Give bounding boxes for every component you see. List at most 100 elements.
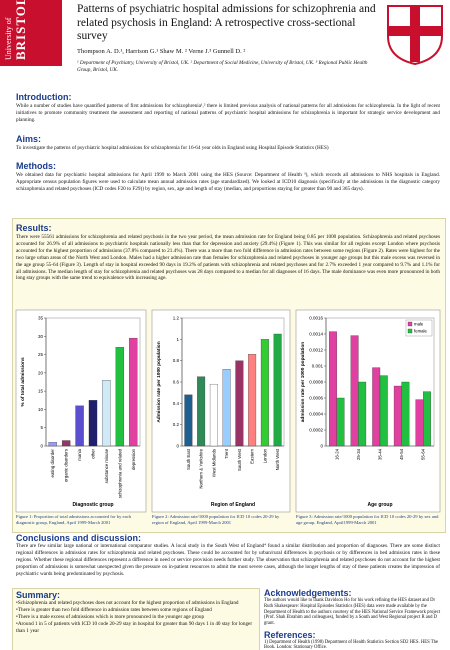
x-tick-label: South West xyxy=(237,448,242,471)
x-tick-label: 45-54 xyxy=(399,448,404,460)
bar xyxy=(222,369,231,447)
chart-panel xyxy=(151,309,291,513)
summary-bullet: •There is a male excess of admissions wh… xyxy=(16,613,205,620)
y-tick-label: 0.0008 xyxy=(309,380,323,385)
section-heading: Acknowledgements: xyxy=(264,588,352,598)
bar xyxy=(88,400,98,447)
logo-line: University of xyxy=(4,17,13,60)
logo-line: BRISTOL xyxy=(13,0,28,60)
x-tick-label: North West xyxy=(275,448,280,470)
reference-list: 1) Department of Health (1998) Departmen… xyxy=(264,640,442,650)
crest-cross xyxy=(388,26,442,36)
bar xyxy=(358,381,367,447)
bar xyxy=(273,333,282,447)
y-tick-label: 0.0002 xyxy=(309,428,323,433)
x-tick-label: organic disorders xyxy=(64,449,69,482)
section-text: While a number of studies have quantifie… xyxy=(16,103,440,123)
y-tick-label: 0.4 xyxy=(173,401,180,406)
summary-bullet: •There is greater than two fold differen… xyxy=(16,606,212,613)
y-tick-label: 0.2 xyxy=(173,422,180,427)
bar xyxy=(235,360,244,447)
summary-bullet: •Around 1 in 5 of patients with ICD 10 c… xyxy=(16,620,253,634)
summary-box xyxy=(12,588,260,650)
y-tick-label: 15 xyxy=(38,389,44,394)
bar xyxy=(415,399,424,447)
crest xyxy=(387,5,443,66)
caption: Figure 2: Admission rate/1000 population… xyxy=(152,514,280,525)
affiliations: ¹ Department of Psychiatry, University o… xyxy=(77,60,368,73)
legend-swatch xyxy=(407,328,413,334)
x-tick-label: depression xyxy=(131,448,136,470)
x-tick-label: eating disorder xyxy=(50,448,55,477)
section-text: There are few similar large national or … xyxy=(16,543,440,577)
section-text: To investigate the patterns of psychiatr… xyxy=(16,145,329,151)
title: Patterns of psychiatric hospital admissi… xyxy=(77,3,376,42)
logo: University of BRISTOL xyxy=(0,0,62,66)
y-tick-label: 0.0012 xyxy=(309,348,323,353)
x-tick-label: South East xyxy=(186,448,191,470)
y-tick-label: 0.0016 xyxy=(309,316,323,321)
bar xyxy=(423,391,431,447)
bar xyxy=(379,375,388,447)
section-heading: Results: xyxy=(16,223,52,233)
x-tick-label: 55-64 xyxy=(421,448,426,460)
caption: Figure 3: Admission rate/1000 population… xyxy=(296,514,439,525)
bar xyxy=(75,405,84,447)
legend-swatch xyxy=(407,321,413,327)
y-tick-label: 0 xyxy=(176,444,179,449)
y-tick-label: 0 xyxy=(40,444,43,449)
bar xyxy=(129,337,138,447)
summary-list: •Schizophrenia and related psychoses doe… xyxy=(16,600,254,635)
y-axis-label: % of total admissions xyxy=(20,357,26,407)
bar xyxy=(197,376,206,447)
y-tick-label: 0.001 xyxy=(312,364,324,369)
x-tick-label: London xyxy=(262,448,267,463)
x-tick-label: schizophrenia and related xyxy=(117,448,122,498)
y-axis-label: admission rate per 1000 population xyxy=(300,342,306,423)
bar xyxy=(115,347,125,447)
section-heading: Aims: xyxy=(16,134,42,144)
bar xyxy=(372,367,381,447)
reference: 1) Department of Health (1998) Departmen… xyxy=(264,640,439,650)
bar xyxy=(61,440,71,447)
x-tick-label: mania xyxy=(77,448,82,460)
x-axis-label: Age group xyxy=(368,502,393,508)
y-tick-label: 5 xyxy=(40,425,43,430)
bar xyxy=(184,394,193,447)
x-tick-label: substance misuse xyxy=(104,448,109,483)
y-tick-label: 0 xyxy=(320,444,323,449)
bar xyxy=(209,383,218,447)
logo-text: University of BRISTOL xyxy=(4,0,29,60)
section-heading: Methods: xyxy=(16,161,56,171)
section-text: We obtained data for psychiatric hospita… xyxy=(16,172,440,192)
summary-bullet: •Schizophrenia and related psychoses doe… xyxy=(16,600,239,606)
y-tick-label: 0.0004 xyxy=(309,412,323,417)
y-tick-label: 0.8 xyxy=(173,358,180,363)
bar xyxy=(329,331,337,447)
y-axis-label: Admission rate per 1000 population xyxy=(156,341,162,422)
y-tick-label: 1 xyxy=(176,337,179,342)
x-tick-label: 25-34 xyxy=(356,448,361,460)
y-tick-label: 30 xyxy=(38,334,44,339)
x-axis-label: Diagnostic group xyxy=(72,502,113,508)
section-heading: Summary: xyxy=(16,590,61,600)
y-tick-label: 25 xyxy=(38,352,44,357)
x-tick-label: Trent xyxy=(224,448,229,459)
section-heading: Conclusions and discussion: xyxy=(16,533,142,543)
x-tick-label: Eastern xyxy=(250,448,255,463)
section-heading: References: xyxy=(264,630,316,640)
bar xyxy=(350,335,359,447)
x-tick-label: 35-44 xyxy=(378,448,383,460)
section-text: There were 55561 admissions for schizoph… xyxy=(16,234,440,282)
x-axis-label: Region of England xyxy=(211,502,255,508)
x-tick-label: 16-24 xyxy=(334,448,339,460)
y-tick-label: 0.0014 xyxy=(309,332,323,337)
y-tick-label: 35 xyxy=(38,316,44,321)
legend-box xyxy=(405,319,433,337)
x-tick-label: West Midlands xyxy=(211,449,216,477)
bar xyxy=(260,339,269,447)
legend-label: female xyxy=(414,329,428,334)
bar xyxy=(102,380,111,447)
